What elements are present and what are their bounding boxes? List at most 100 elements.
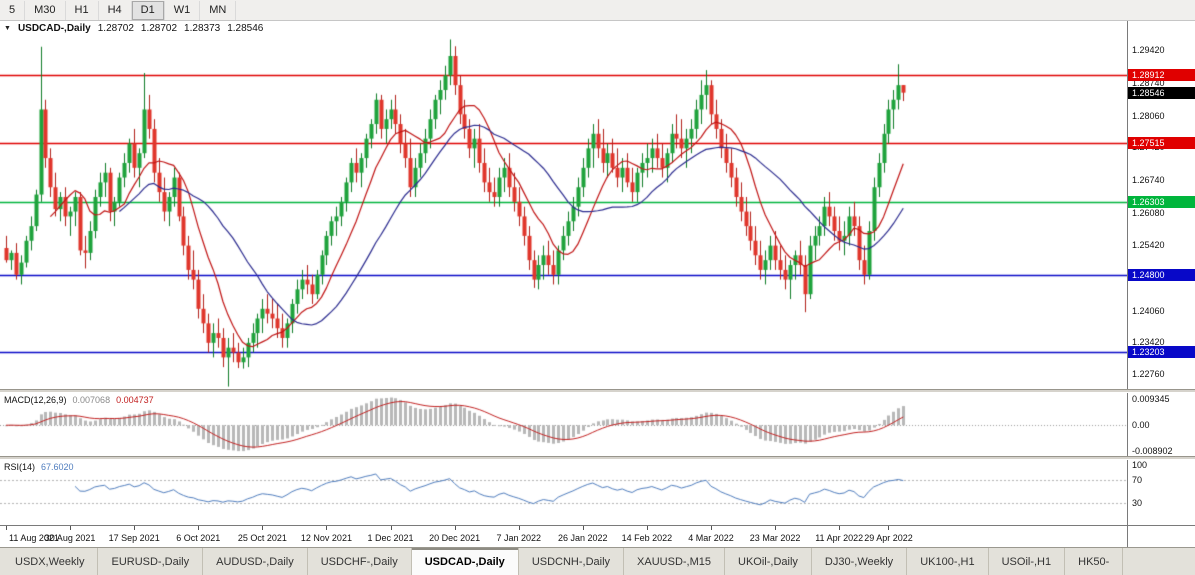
- date-label: 11 Aug 2021: [9, 533, 59, 543]
- timeframe-toolbar: 5 M30 H1 H4 D1 W1 MN: [0, 0, 1195, 21]
- symbol-tab-dj30-weekly[interactable]: DJ30-,Weekly: [812, 548, 908, 575]
- date-tick: [888, 526, 889, 530]
- macd-label: MACD(12,26,9): [4, 395, 67, 405]
- timeframe-button-m30[interactable]: M30: [25, 0, 66, 20]
- date-tick: [647, 526, 648, 530]
- date-label: 14 Feb 2022: [621, 533, 673, 543]
- date-label: 11 Apr 2022: [815, 533, 864, 543]
- date-tick: [455, 526, 456, 530]
- date-tick: [134, 526, 135, 530]
- price-level-badge: 1.26303: [1128, 195, 1195, 208]
- quote-open: 1.28702: [97, 23, 134, 34]
- chart-collapse-icon[interactable]: ▼: [4, 25, 11, 32]
- timeframe-button-5[interactable]: 5: [0, 0, 26, 20]
- date-label: 29 Apr 2022: [864, 533, 913, 543]
- price-level-badge: 1.24800: [1128, 268, 1195, 281]
- date-tick: [519, 526, 520, 530]
- price-axis[interactable]: 1.294201.287401.280601.274201.267401.260…: [1127, 21, 1195, 389]
- rsi-axis-label: 100: [1132, 460, 1148, 470]
- main-plot: ▼ USDCAD-,Daily 1.28702 1.28702 1.28373 …: [0, 21, 1127, 389]
- quote-high: 1.28702: [140, 23, 178, 34]
- main-chart-canvas[interactable]: [0, 21, 1127, 389]
- date-label: 20 Dec 2021: [429, 533, 481, 543]
- macd-plot: MACD(12,26,9) 0.007068 0.004737: [0, 393, 1127, 456]
- rsi-label-row: RSI(14) 67.6020: [4, 462, 74, 472]
- date-label: 26 Jan 2022: [558, 533, 608, 543]
- timeframe-button-mn[interactable]: MN: [200, 0, 237, 20]
- rsi-canvas[interactable]: [0, 460, 1127, 525]
- date-tick: [326, 526, 327, 530]
- date-tick: [775, 526, 776, 530]
- panel-splitter-rsi[interactable]: [0, 456, 1195, 460]
- rsi-panel: RSI(14) 67.6020 100 70 30: [0, 460, 1195, 525]
- macd-signal-value: 0.004737: [116, 395, 154, 405]
- date-label: 1 Dec 2021: [367, 533, 414, 543]
- price-tick: 1.22760: [1132, 368, 1165, 379]
- rsi-value: 67.6020: [41, 462, 74, 472]
- symbol-tab-hk50[interactable]: HK50-: [1065, 548, 1124, 575]
- date-tick: [583, 526, 584, 530]
- rsi-axis[interactable]: 100 70 30: [1127, 460, 1195, 525]
- macd-panel: MACD(12,26,9) 0.007068 0.004737 0.009345…: [0, 393, 1195, 456]
- timeframe-button-w1[interactable]: W1: [165, 0, 201, 20]
- price-tick: 1.23420: [1132, 336, 1165, 347]
- timeframe-button-d1[interactable]: D1: [131, 0, 165, 20]
- date-tick: [198, 526, 199, 530]
- symbol-tabbar: USDX,Weekly EURUSD-,Daily AUDUSD-,Daily USD…: [0, 547, 1195, 575]
- date-tick: [6, 526, 7, 530]
- date-label: 12 Nov 2021: [300, 533, 352, 543]
- date-tick: [839, 526, 840, 530]
- price-tick: 1.28060: [1132, 111, 1165, 122]
- price-tick: 1.26080: [1132, 207, 1165, 218]
- chart-symbol-label: USDCAD-,Daily: [17, 23, 91, 34]
- macd-label-row: MACD(12,26,9) 0.007068 0.004737: [4, 395, 154, 405]
- date-tick: [70, 526, 71, 530]
- symbol-tab-audusd-daily[interactable]: AUDUSD-,Daily: [203, 548, 308, 575]
- date-axis-corner: [1127, 526, 1195, 547]
- date-axis[interactable]: 11 Aug 2021 30 Aug 2021 17 Sep 2021 6 Oct 2…: [0, 525, 1195, 547]
- price-level-badge: 1.23203: [1128, 346, 1195, 359]
- symbol-tab-usdchf-daily[interactable]: USDCHF-,Daily: [308, 548, 412, 575]
- date-label: 17 Sep 2021: [108, 533, 160, 543]
- current-price-badge: 1.28546: [1128, 86, 1195, 99]
- timeframe-button-h4[interactable]: H4: [99, 0, 132, 20]
- symbol-tab-usdx-weekly[interactable]: USDX,Weekly: [2, 548, 99, 575]
- price-tick: 1.29420: [1132, 45, 1165, 56]
- symbol-tab-usdcad-daily[interactable]: USDCAD-,Daily: [411, 548, 519, 575]
- date-tick: [262, 526, 263, 530]
- date-label: 23 Mar 2022: [749, 533, 801, 543]
- rsi-plot: RSI(14) 67.6020: [0, 460, 1127, 525]
- date-label: 25 Oct 2021: [237, 533, 287, 543]
- price-level-badge: 1.28912: [1128, 68, 1195, 81]
- price-tick: 1.26740: [1132, 175, 1165, 186]
- date-axis-labels: 11 Aug 2021 30 Aug 2021 17 Sep 2021 6 Oct 2…: [0, 526, 1127, 547]
- date-label: 6 Oct 2021: [176, 533, 221, 543]
- rsi-label: RSI(14): [4, 462, 36, 472]
- quote-close: 1.28546: [227, 23, 264, 34]
- price-level-badge: 1.27515: [1128, 136, 1195, 149]
- symbol-tab-uk100-h1[interactable]: UK100-,H1: [907, 548, 989, 575]
- symbol-tab-usoil-h1[interactable]: USOil-,H1: [989, 548, 1066, 575]
- price-tick: 1.24060: [1132, 305, 1165, 316]
- quote-low: 1.28373: [184, 23, 221, 34]
- timeframe-button-h1[interactable]: H1: [66, 0, 99, 20]
- rsi-axis-label: 30: [1132, 497, 1143, 508]
- panel-splitter-macd[interactable]: [0, 389, 1195, 393]
- symbol-tab-xauusd-m15[interactable]: XAUUSD-,M15: [624, 548, 726, 575]
- macd-axis[interactable]: 0.009345 0.00 -0.008902: [1127, 393, 1195, 456]
- chart-title: ▼ USDCAD-,Daily 1.28702 1.28702 1.28373 …: [4, 23, 263, 34]
- symbol-tab-ukoil-daily[interactable]: UKOil-,Daily: [725, 548, 812, 575]
- price-tick: 1.25420: [1132, 239, 1165, 250]
- macd-axis-label: 0.009345: [1132, 394, 1170, 404]
- date-label: 30 Aug 2021: [44, 533, 96, 543]
- date-tick: [391, 526, 392, 530]
- symbol-tab-eurusd-daily[interactable]: EURUSD-,Daily: [98, 548, 204, 575]
- price-tick: 1.28740: [1132, 78, 1165, 89]
- date-tick: [711, 526, 712, 530]
- macd-canvas[interactable]: [0, 393, 1127, 456]
- date-label: 7 Jan 2022: [496, 533, 541, 543]
- date-label: 4 Mar 2022: [688, 533, 734, 543]
- macd-main-value: 0.007068: [72, 395, 111, 405]
- symbol-tab-usdcnh-daily[interactable]: USDCNH-,Daily: [519, 548, 625, 575]
